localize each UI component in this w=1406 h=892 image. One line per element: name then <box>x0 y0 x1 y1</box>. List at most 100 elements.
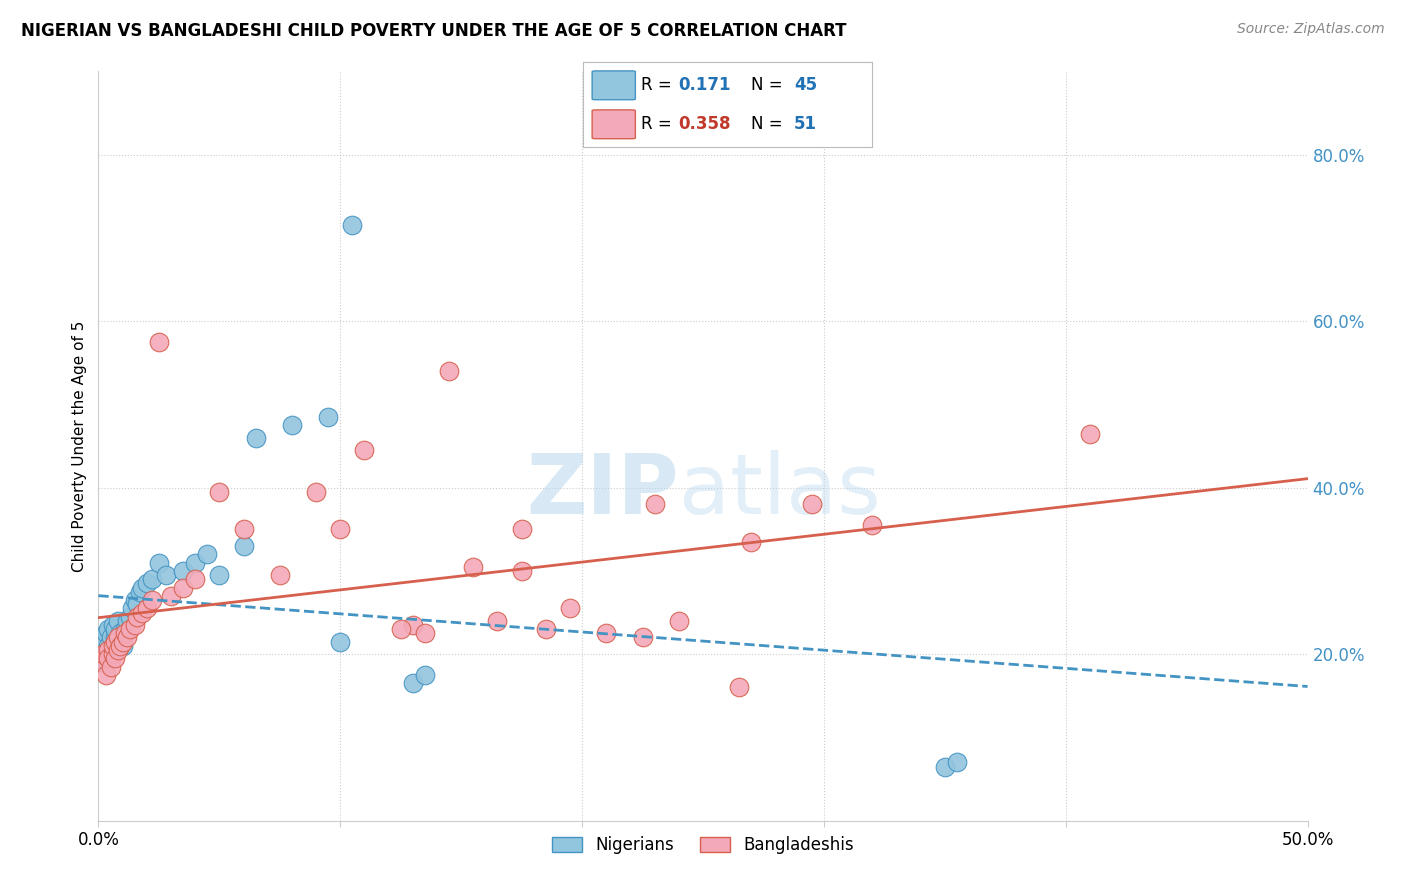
Point <box>97 651 120 665</box>
Point <box>534 622 557 636</box>
Point <box>160 589 183 603</box>
Point <box>329 522 352 536</box>
Point <box>127 609 149 624</box>
Legend: Nigerians, Bangladeshis: Nigerians, Bangladeshis <box>546 830 860 861</box>
Point <box>101 643 124 657</box>
Point <box>800 497 823 511</box>
Point <box>740 534 762 549</box>
Point <box>402 618 425 632</box>
Point <box>141 572 163 586</box>
Point <box>108 634 131 648</box>
Point <box>208 568 231 582</box>
Point <box>108 639 131 653</box>
Text: 0.171: 0.171 <box>679 77 731 95</box>
Y-axis label: Child Poverty Under the Age of 5: Child Poverty Under the Age of 5 <box>72 320 87 572</box>
Point <box>184 572 207 586</box>
Point <box>97 639 120 653</box>
Point <box>413 626 436 640</box>
Point <box>107 643 129 657</box>
Point <box>342 219 364 233</box>
Point <box>860 518 883 533</box>
Point <box>934 759 956 773</box>
FancyBboxPatch shape <box>592 71 636 100</box>
FancyBboxPatch shape <box>592 110 636 139</box>
Point <box>305 484 328 499</box>
Point <box>1078 426 1101 441</box>
Text: R =: R = <box>641 115 678 133</box>
Point <box>644 497 666 511</box>
Point <box>108 626 131 640</box>
Point <box>232 539 254 553</box>
Point <box>316 409 339 424</box>
Point <box>510 522 533 536</box>
Text: Source: ZipAtlas.com: Source: ZipAtlas.com <box>1237 22 1385 37</box>
Point <box>127 597 149 611</box>
Point <box>91 647 114 661</box>
Point <box>100 651 122 665</box>
Point <box>91 634 114 648</box>
Point <box>135 576 157 591</box>
Point <box>486 614 509 628</box>
Point <box>413 668 436 682</box>
Text: 51: 51 <box>794 115 817 133</box>
Point <box>195 547 218 561</box>
Text: 0.358: 0.358 <box>679 115 731 133</box>
Point <box>121 601 143 615</box>
Point <box>668 614 690 628</box>
Point <box>172 564 194 578</box>
Point <box>437 364 460 378</box>
Point <box>101 647 124 661</box>
Text: NIGERIAN VS BANGLADESHI CHILD POVERTY UNDER THE AGE OF 5 CORRELATION CHART: NIGERIAN VS BANGLADESHI CHILD POVERTY UN… <box>21 22 846 40</box>
Point <box>281 418 304 433</box>
Point <box>90 656 112 670</box>
Point <box>104 622 127 636</box>
Text: R =: R = <box>641 77 678 95</box>
Point <box>135 601 157 615</box>
Point <box>97 622 120 636</box>
Text: atlas: atlas <box>679 450 880 532</box>
Point <box>172 581 194 595</box>
Point <box>111 634 134 648</box>
Point <box>329 634 352 648</box>
Point <box>104 631 127 645</box>
Text: N =: N = <box>751 115 787 133</box>
Point <box>104 639 127 653</box>
Point <box>111 639 134 653</box>
Point <box>117 614 139 628</box>
Point <box>100 659 122 673</box>
Point <box>184 556 207 570</box>
Text: 45: 45 <box>794 77 817 95</box>
Point <box>595 626 617 640</box>
Point <box>128 584 150 599</box>
Point <box>90 651 112 665</box>
Point <box>97 643 120 657</box>
Point <box>107 614 129 628</box>
Point <box>101 639 124 653</box>
Point <box>111 626 134 640</box>
Point <box>389 622 412 636</box>
Point <box>94 668 117 682</box>
Point <box>631 631 654 645</box>
Point <box>245 431 267 445</box>
Point <box>118 622 141 636</box>
Point <box>141 593 163 607</box>
Point <box>114 626 136 640</box>
Point <box>107 634 129 648</box>
Point <box>101 618 124 632</box>
Point <box>114 622 136 636</box>
Text: ZIP: ZIP <box>526 450 679 532</box>
Point <box>155 568 177 582</box>
Point <box>558 601 581 615</box>
Point <box>269 568 291 582</box>
Point <box>100 631 122 645</box>
Point <box>463 559 485 574</box>
Point <box>131 581 153 595</box>
Point <box>107 631 129 645</box>
Point <box>104 634 127 648</box>
Point <box>510 564 533 578</box>
Point <box>118 609 141 624</box>
Point <box>728 681 751 695</box>
Text: N =: N = <box>751 77 787 95</box>
Point <box>117 631 139 645</box>
Point <box>402 676 425 690</box>
